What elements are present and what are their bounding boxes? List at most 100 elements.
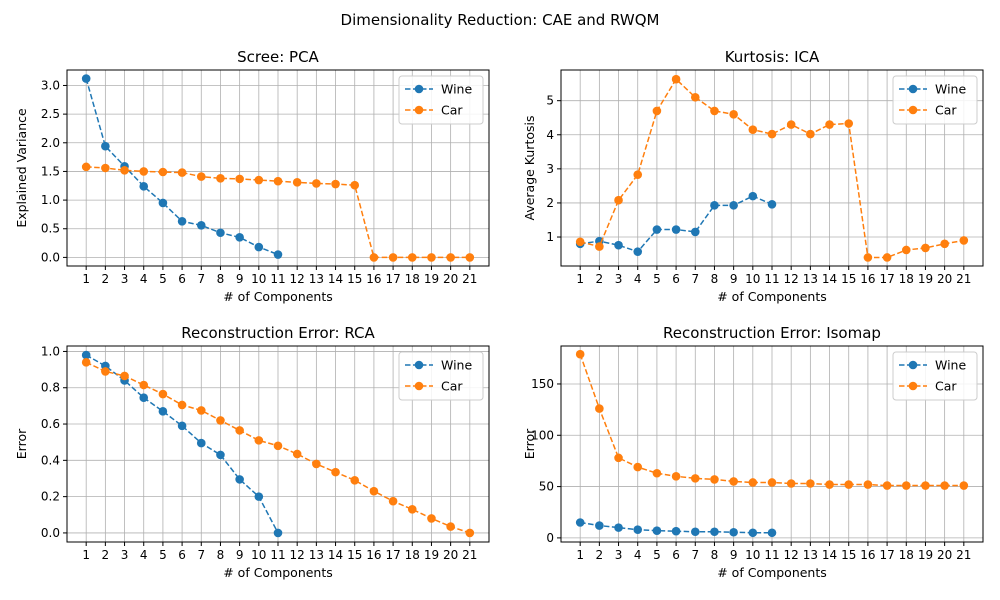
data-point-car (575, 349, 585, 359)
data-point-car (407, 253, 417, 262)
x-tick-label: 4 (634, 272, 642, 286)
data-point-car (81, 358, 91, 367)
data-point-car (235, 426, 244, 435)
y-tick-label: 0.4 (41, 453, 60, 467)
y-tick-label: 0.0 (41, 250, 60, 264)
y-tick-label: 100 (531, 428, 554, 442)
x-tick-label: 17 (879, 272, 894, 286)
chart-panel-4: 1 2 3 4 5 6 7 8 9 10 11 12 13 14 15 16 17 18 19 20 210501001… (522, 324, 984, 580)
data-point-car (101, 163, 110, 173)
data-point-wine (101, 141, 110, 151)
data-point-car (177, 400, 187, 410)
x-tick-label: 18 (405, 548, 420, 562)
data-point-wine (196, 438, 206, 448)
data-point-wine (595, 521, 604, 530)
legend: Wine Car (892, 75, 978, 125)
y-tick-label: 150 (531, 377, 554, 391)
x-tick-label: 16 (860, 272, 875, 286)
x-tick-label: 5 (159, 548, 167, 562)
x-tick-label: 5 (653, 548, 661, 562)
y-tick-label: 5 (546, 94, 554, 108)
x-tick-label: 8 (217, 272, 225, 286)
data-point-wine (273, 528, 283, 538)
data-point-wine (633, 247, 643, 256)
x-tick-label: 7 (691, 272, 699, 286)
data-point-car (652, 468, 662, 478)
y-tick-label: 1.5 (41, 164, 60, 178)
x-tick-label: 14 (328, 272, 343, 286)
chart-title: Scree: PCA (237, 48, 319, 66)
legend-label-wine: Wine (935, 358, 966, 373)
x-tick-label: 6 (672, 272, 680, 286)
x-tick-label: 15 (841, 272, 856, 286)
x-tick-label: 7 (691, 548, 699, 562)
x-tick-label: 4 (140, 272, 148, 286)
x-tick-label: 15 (347, 548, 362, 562)
x-tick-label: 21 (956, 548, 971, 562)
data-point-wine (575, 518, 585, 527)
x-tick-label: 17 (385, 548, 400, 562)
data-point-car (235, 174, 244, 184)
data-point-car (196, 172, 206, 181)
x-tick-label: 12 (784, 272, 799, 286)
x-tick-label: 18 (899, 272, 914, 286)
data-point-wine (177, 216, 187, 226)
data-point-car (671, 74, 681, 84)
chart-title: Kurtosis: ICA (725, 48, 820, 66)
data-point-car (921, 243, 930, 253)
x-tick-label: 3 (121, 548, 129, 562)
data-point-car (196, 406, 206, 415)
x-tick-label: 5 (159, 272, 167, 286)
data-point-car (710, 475, 719, 484)
data-point-car (350, 475, 360, 485)
x-tick-label: 13 (309, 272, 324, 286)
data-point-wine (767, 528, 777, 538)
x-tick-label: 10 (745, 272, 760, 286)
data-point-car (427, 253, 436, 262)
x-tick-label: 7 (197, 548, 205, 562)
x-tick-label: 3 (121, 272, 129, 286)
data-point-car (158, 167, 168, 177)
x-tick-label: 6 (178, 272, 186, 286)
x-tick-label: 7 (197, 272, 205, 286)
data-point-wine (614, 240, 623, 250)
y-tick-label: 0.6 (41, 417, 60, 431)
data-point-car (844, 119, 854, 128)
data-point-wine (273, 250, 283, 259)
legend: Wine Car (398, 351, 484, 401)
x-tick-label: 17 (879, 548, 894, 562)
data-point-car (690, 474, 700, 483)
data-point-car (331, 467, 340, 477)
legend-label-car: Car (441, 103, 463, 118)
data-point-car (177, 168, 187, 177)
x-tick-label: 8 (711, 548, 719, 562)
data-point-car (292, 178, 302, 187)
x-tick-label: 8 (217, 548, 225, 562)
data-point-car (767, 129, 777, 139)
x-tick-label: 12 (290, 272, 305, 286)
data-point-wine (671, 225, 681, 234)
x-tick-label: 15 (347, 272, 362, 286)
data-point-car (729, 477, 738, 486)
data-point-car (595, 242, 604, 251)
data-point-car (331, 179, 340, 189)
y-tick-label: 0.0 (41, 526, 60, 540)
data-point-car (671, 472, 681, 481)
legend-marker-car (908, 381, 918, 391)
x-tick-label: 17 (385, 272, 400, 286)
legend-label-wine: Wine (441, 358, 472, 373)
data-point-wine (158, 198, 168, 208)
data-point-car (595, 404, 604, 413)
data-point-wine (710, 201, 719, 210)
data-point-car (863, 253, 873, 262)
data-point-wine (767, 200, 777, 209)
legend-marker-wine (414, 84, 424, 94)
x-tick-label: 13 (309, 548, 324, 562)
data-point-car (882, 253, 892, 262)
data-point-car (959, 481, 969, 490)
y-tick-label: 3.0 (41, 78, 60, 92)
data-point-car (940, 481, 949, 490)
legend-marker-car (908, 105, 918, 115)
x-tick-label: 6 (178, 548, 186, 562)
chart-title: Reconstruction Error: Isomap (663, 324, 881, 342)
